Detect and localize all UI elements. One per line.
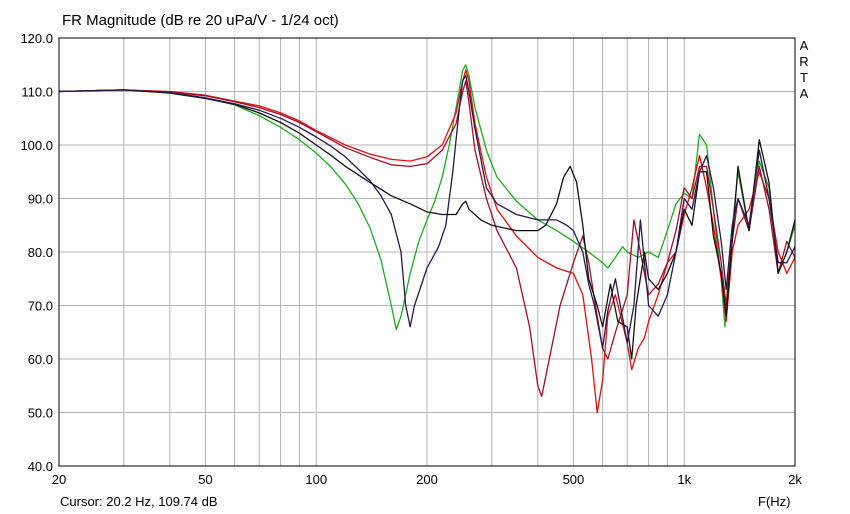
y-tick-label: 90.0 <box>28 192 53 207</box>
x-tick-label: 2k <box>788 472 802 487</box>
response-curve-darkred <box>58 80 796 398</box>
grid-lines <box>59 38 795 466</box>
y-tick-label: 40.0 <box>28 459 53 474</box>
cursor-readout: Cursor: 20.2 Hz, 109.74 dB <box>60 494 218 509</box>
response-curve-navy <box>58 74 796 349</box>
response-curve-black <box>58 89 796 360</box>
y-tick-label: 80.0 <box>28 245 53 260</box>
y-tick-label: 60.0 <box>28 352 53 367</box>
x-tick-label: 1k <box>677 472 691 487</box>
y-tick-label: 100.0 <box>20 138 53 153</box>
arta-letter: R <box>799 54 809 69</box>
x-axis-label: F(Hz) <box>758 494 791 509</box>
arta-letter: A <box>799 38 809 53</box>
x-tick-label: 500 <box>563 472 585 487</box>
chart-title: FR Magnitude (dB re 20 uPa/V - 1/24 oct) <box>62 12 339 29</box>
y-tick-label: 50.0 <box>28 406 53 421</box>
x-tick-label: 100 <box>305 472 327 487</box>
x-axis-tick-labels: 20 50 100 200 500 1k 2k <box>52 472 803 487</box>
arta-letter: A <box>799 86 809 101</box>
plot-frame <box>58 37 796 467</box>
y-tick-label: 120.0 <box>20 31 53 46</box>
y-tick-label: 110.0 <box>21 85 53 100</box>
response-curves <box>58 64 796 414</box>
arta-vendor-mark: A R T A <box>798 38 810 102</box>
y-tick-label: 70.0 <box>28 299 53 314</box>
x-tick-label: 20 <box>52 472 66 487</box>
x-tick-label: 200 <box>416 472 438 487</box>
arta-letter: T <box>800 70 808 85</box>
y-axis-tick-labels: 40.0 50.0 60.0 70.0 80.0 90.0 100.0 110.0 120.0 <box>20 31 53 474</box>
x-tick-label: 50 <box>198 472 212 487</box>
